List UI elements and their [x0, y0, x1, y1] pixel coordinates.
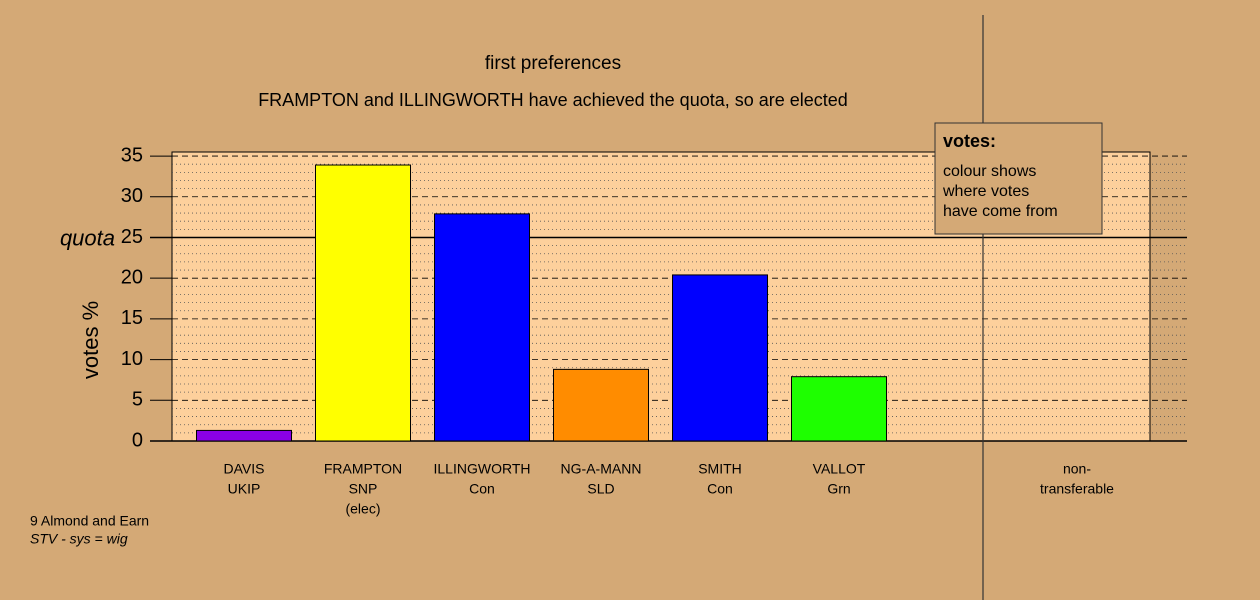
legend-title: votes: [943, 131, 996, 151]
bar [791, 376, 887, 442]
y-tick-label: 35 [121, 144, 143, 166]
x-tick-label: Con [707, 481, 733, 497]
x-tick-label: non- [1063, 461, 1091, 477]
y-tick-label: 25 [121, 226, 143, 248]
bar [196, 429, 292, 442]
x-tick-label: Con [469, 481, 495, 497]
x-tick-label: FRAMPTON [324, 461, 402, 477]
x-tick-label: transferable [1040, 481, 1114, 497]
chart-subtitle: FRAMPTON and ILLINGWORTH have achieved t… [258, 90, 848, 110]
x-tick-label: NG-A-MANN [561, 461, 642, 477]
quota-label: quota [60, 225, 115, 250]
legend-text: colour shows [943, 163, 1036, 180]
legend-text: have come from [943, 203, 1058, 220]
x-tick-label: ILLINGWORTH [434, 461, 531, 477]
y-tick-label: 20 [121, 266, 143, 288]
bar [434, 213, 530, 442]
x-tick-label: VALLOT [813, 461, 866, 477]
x-tick-label: DAVIS [224, 461, 265, 477]
y-axis-label: votes % [78, 301, 103, 379]
x-tick-label: Grn [827, 481, 850, 497]
x-tick-label: SNP [349, 481, 378, 497]
footer-line: 9 Almond and Earn [30, 513, 149, 529]
legend-text: where votes [942, 183, 1029, 200]
x-tick-label: SMITH [698, 461, 742, 477]
legend-box [934, 122, 1103, 235]
bar [315, 164, 411, 442]
y-tick-label: 30 [121, 185, 143, 207]
footer-line: STV - sys = wig [30, 531, 128, 547]
y-tick-label: 5 [132, 389, 143, 411]
y-tick-label: 0 [132, 429, 143, 451]
x-tick-label: SLD [587, 481, 614, 497]
y-tick-label: 15 [121, 307, 143, 329]
bar [672, 274, 768, 442]
x-tick-label: UKIP [228, 481, 261, 497]
chart-title: first preferences [485, 53, 621, 74]
y-tick-label: 10 [121, 348, 143, 370]
bar [553, 368, 649, 442]
x-tick-label: (elec) [345, 501, 380, 517]
